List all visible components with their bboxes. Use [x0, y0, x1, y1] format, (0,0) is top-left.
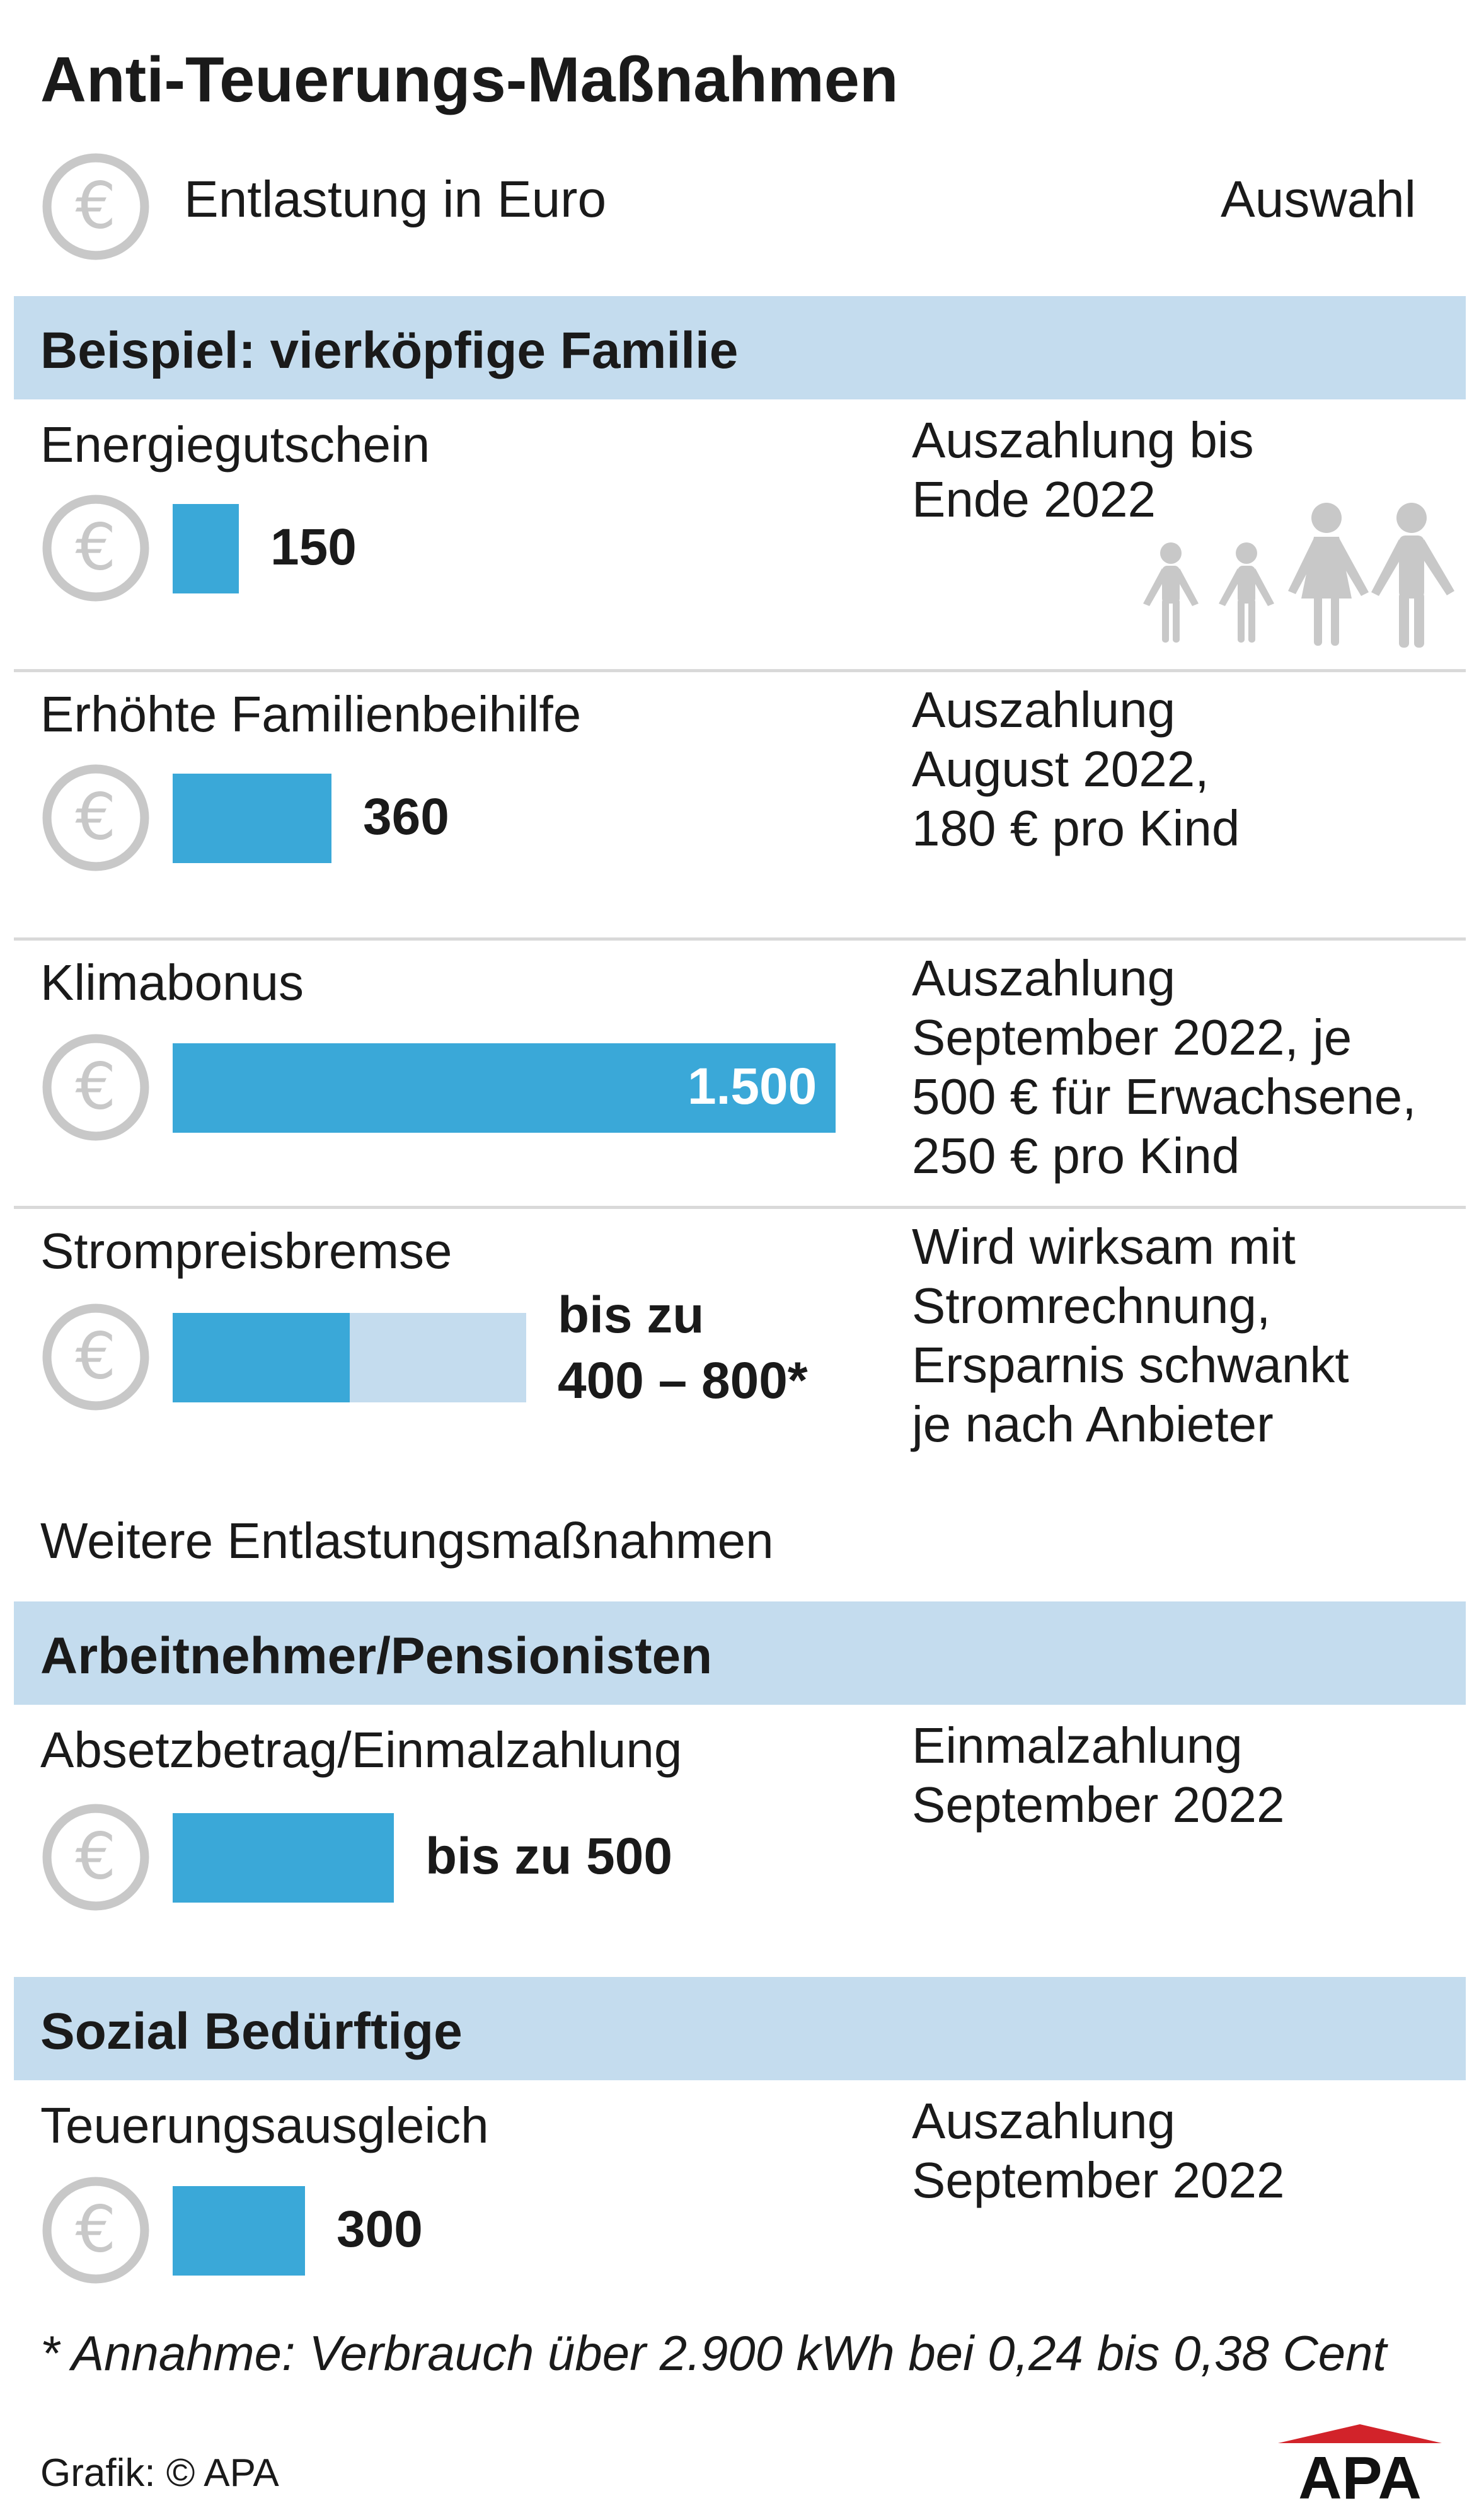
- row-divider: [14, 1206, 1466, 1209]
- chart-title: Anti-Teuerungs-Maßnahmen: [40, 45, 899, 115]
- value-bar: [173, 774, 331, 863]
- value-bar: [173, 504, 239, 593]
- value-bar: [173, 1043, 836, 1133]
- section-heading-family: Beispiel: vierköpfige Familie: [14, 296, 1466, 399]
- value-label: bis zu 400 – 800*: [558, 1286, 808, 1409]
- category-label: Erhöhte Familienbeihilfe: [40, 686, 582, 742]
- payout-note: Wird wirksam mit Stromrechnung, Ersparni…: [912, 1218, 1349, 1452]
- category-label: Strompreisbremse: [40, 1223, 452, 1279]
- euro-coin-icon: €: [42, 153, 149, 260]
- payout-note: Auszahlung bis Ende 2022: [912, 412, 1254, 527]
- value-label: 1.500: [688, 1058, 817, 1115]
- payout-note: Auszahlung September 2022, je 500 € für …: [912, 950, 1417, 1184]
- euro-coin-icon: €: [42, 1804, 149, 1911]
- svg-text:€: €: [76, 510, 117, 585]
- euro-coin-icon: €: [42, 2177, 149, 2284]
- svg-text:€: €: [76, 1819, 117, 1894]
- category-label: Energiegutschein: [40, 416, 430, 472]
- svg-text:€: €: [76, 1319, 117, 1394]
- row-divider: [14, 937, 1466, 941]
- payout-note: Auszahlung September 2022: [912, 2093, 1285, 2208]
- euro-coin-icon: €: [42, 1303, 149, 1411]
- value-label: bis zu 500: [425, 1828, 672, 1885]
- euro-coin-icon: €: [42, 495, 149, 602]
- apa-logo: APA: [1278, 2424, 1442, 2506]
- legend-label: Entlastung in Euro: [184, 171, 607, 228]
- value-label: 360: [363, 788, 449, 845]
- legend-selection-label: Auswahl: [1221, 171, 1416, 228]
- footnote: * Annahme: Verbrauch über 2.900 kWh bei …: [40, 2325, 1387, 2381]
- value-bar: [173, 1313, 350, 1402]
- value-label: 150: [270, 518, 357, 576]
- section-heading-employees: Arbeitnehmer/Pensionisten: [14, 1601, 1466, 1705]
- family-icon: [1143, 503, 1454, 648]
- credit: Grafik: © APA: [40, 2451, 279, 2495]
- svg-text:APA: APA: [1298, 2444, 1422, 2506]
- payout-note: Einmalzahlung September 2022: [912, 1717, 1285, 1833]
- section-heading-social: Sozial Bedürftige: [14, 1977, 1466, 2080]
- euro-coin-icon: €: [42, 764, 149, 871]
- svg-text:€: €: [76, 779, 117, 854]
- value-label: 300: [337, 2201, 423, 2258]
- payout-note: Auszahlung August 2022, 180 € pro Kind: [912, 682, 1240, 856]
- category-label: Absetzbetrag/Einmalzahlung: [40, 1722, 682, 1778]
- value-bar: [173, 2186, 305, 2276]
- further-measures-label: Weitere Entlastungsmaßnahmen: [40, 1513, 774, 1569]
- svg-text:€: €: [76, 2192, 117, 2267]
- row-divider: [14, 669, 1466, 672]
- euro-coin-icon: €: [42, 1034, 149, 1141]
- svg-text:€: €: [76, 168, 117, 243]
- svg-text:€: €: [76, 1049, 117, 1124]
- value-bar: [173, 1813, 394, 1903]
- category-label: Teuerungsausgleich: [40, 2097, 489, 2153]
- category-label: Klimabonus: [40, 954, 304, 1011]
